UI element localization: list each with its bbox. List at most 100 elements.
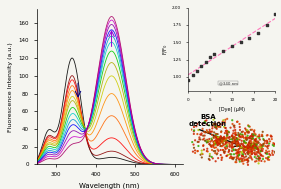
- Point: [216, 157, 220, 160]
- Point: [225, 131, 230, 134]
- Text: @340 nm: @340 nm: [219, 81, 238, 85]
- Point: [244, 137, 248, 140]
- Point: [198, 138, 203, 141]
- Point: [246, 150, 251, 153]
- Point: [241, 135, 245, 138]
- Point: [225, 143, 230, 146]
- Point: [232, 149, 236, 152]
- Point: [234, 156, 239, 159]
- Point: [253, 134, 258, 137]
- Point: [249, 146, 253, 149]
- Point: [224, 138, 228, 141]
- Point: [230, 143, 234, 146]
- Point: [246, 159, 250, 162]
- Point: [224, 141, 228, 144]
- Point: [228, 126, 233, 129]
- Point: [185, 140, 189, 143]
- Point: [225, 130, 230, 133]
- Point: [212, 146, 217, 149]
- Point: [239, 147, 244, 150]
- Point: [213, 139, 218, 143]
- Point: [255, 145, 259, 148]
- Point: [243, 158, 247, 161]
- Point: [217, 137, 222, 140]
- Point: [217, 142, 221, 145]
- Point: [245, 129, 250, 132]
- Point: [210, 139, 214, 142]
- Point: [265, 134, 270, 137]
- Point: [258, 143, 262, 146]
- Point: [249, 139, 253, 143]
- Point: [187, 148, 192, 151]
- Point: [213, 134, 218, 137]
- Point: [273, 13, 278, 16]
- Point: [264, 149, 268, 152]
- Point: [252, 151, 257, 154]
- Point: [221, 122, 225, 125]
- Point: [225, 147, 229, 150]
- Point: [186, 140, 190, 143]
- Point: [251, 145, 255, 148]
- Point: [261, 137, 266, 140]
- Point: [229, 155, 233, 158]
- Point: [213, 122, 217, 125]
- Point: [232, 153, 236, 156]
- Y-axis label: Fluorescence Intensity (a.u.): Fluorescence Intensity (a.u.): [8, 42, 13, 132]
- Point: [230, 143, 235, 146]
- Point: [236, 153, 241, 156]
- Point: [200, 152, 204, 155]
- Point: [240, 150, 244, 153]
- Point: [205, 123, 209, 126]
- Point: [198, 153, 203, 156]
- Point: [207, 155, 212, 158]
- Point: [236, 138, 240, 141]
- Point: [267, 158, 271, 161]
- Point: [236, 156, 241, 159]
- Point: [227, 148, 231, 151]
- Point: [256, 155, 261, 158]
- Point: [244, 149, 248, 152]
- Point: [214, 127, 219, 130]
- Point: [242, 156, 247, 159]
- Point: [226, 136, 230, 139]
- Point: [266, 158, 270, 161]
- Point: [209, 146, 214, 149]
- Point: [192, 130, 196, 133]
- Point: [195, 122, 200, 125]
- Point: [223, 132, 227, 135]
- Point: [200, 149, 204, 152]
- Point: [185, 135, 190, 138]
- Point: [224, 129, 228, 132]
- Point: [219, 137, 224, 140]
- Point: [216, 133, 220, 136]
- Point: [243, 133, 248, 136]
- Point: [246, 153, 250, 156]
- Point: [213, 152, 217, 155]
- Point: [254, 153, 259, 156]
- Point: [248, 148, 253, 151]
- Point: [249, 147, 253, 150]
- Point: [247, 140, 252, 143]
- Point: [235, 157, 239, 160]
- Point: [223, 138, 227, 141]
- Point: [251, 145, 256, 148]
- Point: [251, 145, 255, 148]
- Point: [210, 127, 215, 130]
- Point: [242, 140, 246, 143]
- Point: [258, 146, 263, 149]
- Point: [235, 139, 239, 142]
- Point: [253, 145, 258, 148]
- Point: [230, 149, 234, 153]
- Point: [247, 137, 252, 140]
- Point: [266, 157, 270, 160]
- Point: [244, 148, 249, 151]
- Point: [252, 130, 256, 133]
- Point: [232, 140, 237, 143]
- Point: [238, 129, 242, 132]
- Point: [250, 128, 254, 131]
- Point: [262, 142, 267, 145]
- Point: [199, 65, 203, 68]
- Point: [215, 140, 219, 143]
- Point: [230, 142, 234, 145]
- Point: [232, 124, 236, 127]
